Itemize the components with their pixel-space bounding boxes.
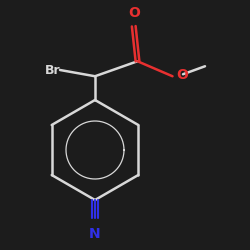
Text: Br: Br [45,64,60,76]
Text: O: O [176,68,188,82]
Text: O: O [128,6,140,20]
Text: N: N [89,228,101,241]
